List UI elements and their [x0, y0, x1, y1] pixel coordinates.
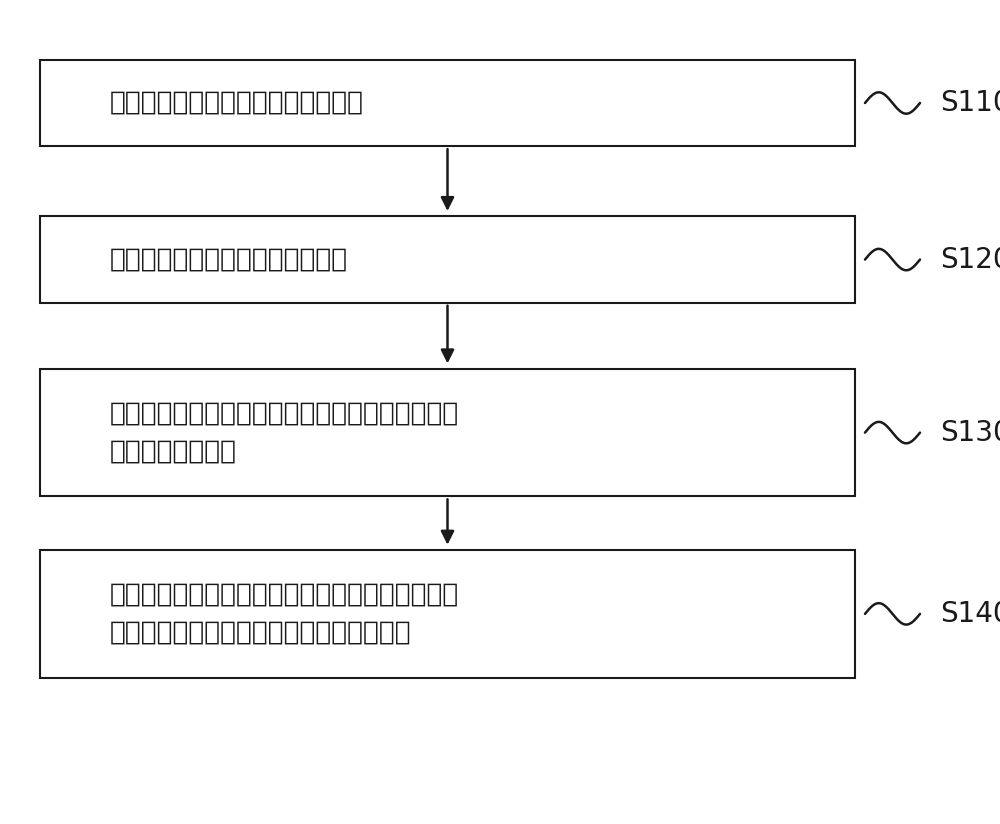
Text: 根据所述机油烟炱含量，确定所述柴油颗粒过滤器
内的实际烟炱含量: 根据所述机油烟炱含量，确定所述柴油颗粒过滤器 内的实际烟炱含量: [110, 400, 459, 465]
Text: S110: S110: [940, 89, 1000, 117]
Text: 根据所述检测参数信息和实际烟炱含量，对所述柴
油颗粒过滤器进行故障诊断，得到诊断结果: 根据所述检测参数信息和实际烟炱含量，对所述柴 油颗粒过滤器进行故障诊断，得到诊断…: [110, 582, 459, 646]
Text: 获取柴油颗粒过滤器的检测参数信息: 获取柴油颗粒过滤器的检测参数信息: [110, 90, 364, 116]
Text: S140: S140: [940, 600, 1000, 628]
Text: S120: S120: [940, 246, 1000, 274]
Bar: [40, 60, 855, 147]
Text: S130: S130: [940, 419, 1000, 447]
Bar: [40, 216, 855, 302]
Bar: [40, 369, 855, 496]
Text: 确定发动机内机油的机油烟炱含量: 确定发动机内机油的机油烟炱含量: [110, 246, 348, 273]
Bar: [40, 550, 855, 677]
